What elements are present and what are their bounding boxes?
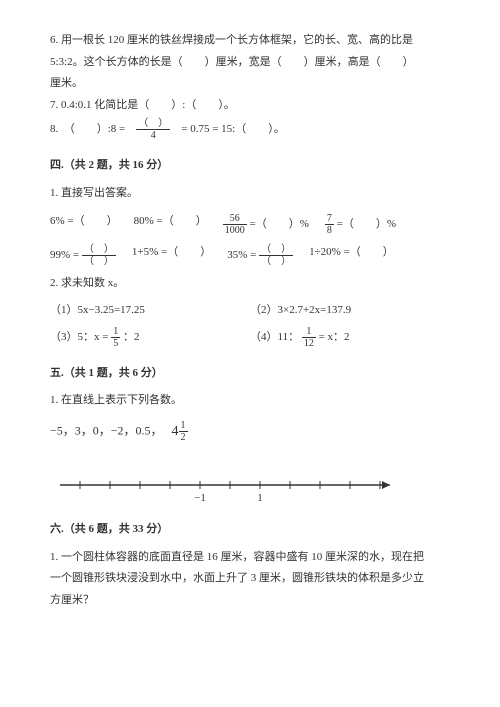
sec4-r2-a-den: （ ） bbox=[82, 256, 116, 267]
section-5-title: 五.（共 1 题，共 6 分） bbox=[50, 365, 450, 383]
sec4-eq3-den: 5 bbox=[111, 338, 120, 349]
q8-fraction: （ ） 4 bbox=[136, 118, 170, 141]
sec4-r1-c-frac: 56 1000 bbox=[223, 213, 247, 236]
sec4-eq3-num: 1 bbox=[111, 326, 120, 338]
q8-prefix: 8. （ ）:8 = bbox=[50, 123, 125, 135]
sec4-r2-c: 35% = （ ） （ ） bbox=[227, 244, 293, 267]
sec6-q1c: 方厘米？ bbox=[50, 592, 450, 610]
q6-line2: 5:3:2。这个长方体的长是（ ）厘米，宽是（ ）厘米，高是（ ） bbox=[50, 54, 450, 72]
sec4-r1-c-num: 56 bbox=[223, 213, 247, 225]
sec4-r1-d-den: 8 bbox=[325, 225, 334, 236]
sec4-r2-b: 1+5% =（ ） bbox=[132, 244, 211, 267]
sec4-eq3-frac: 1 5 bbox=[111, 326, 120, 349]
numline-label-neg1: −1 bbox=[194, 492, 206, 504]
sec4-row1: 6% =（ ） 80% =（ ） 56 1000 =（ ）% 7 8 =（ ）% bbox=[50, 213, 450, 236]
sec4-q2: 2. 求未知数 x。 bbox=[50, 275, 450, 293]
sec4-r1-d: 7 8 =（ ）% bbox=[325, 213, 396, 236]
sec4-r1-c: 56 1000 =（ ）% bbox=[223, 213, 309, 236]
sec5-mixed-frac: 1 2 bbox=[179, 420, 188, 443]
sec4-r2-c-pre: 35% = bbox=[227, 249, 256, 261]
sec6-q1b: 一个圆锥形铁块浸没到水中，水面上升了 3 厘米，圆锥形铁块的体积是多少立 bbox=[50, 570, 450, 588]
sec4-r2-c-den: （ ） bbox=[259, 256, 293, 267]
sec4-r2-a-num: （ ） bbox=[82, 244, 116, 256]
sec4-r2-a-frac: （ ） （ ） bbox=[82, 244, 116, 267]
sec5-mixed-whole: 4 bbox=[172, 424, 179, 439]
sec4-r2-a-pre: 99% = bbox=[50, 249, 79, 261]
sec4-r1-c-den: 1000 bbox=[223, 225, 247, 236]
sec5-mixed: 4 1 2 bbox=[172, 424, 188, 439]
numline-arrow bbox=[382, 481, 390, 489]
sec4-r1-d-tail: =（ ）% bbox=[337, 218, 396, 230]
sec4-eq3: （3）5：x = 1 5 ：2 bbox=[50, 326, 250, 349]
section-6-title: 六.（共 6 题，共 33 分） bbox=[50, 521, 450, 539]
sec4-r1-d-num: 7 bbox=[325, 213, 334, 225]
sec4-eq4-num: 1 bbox=[302, 326, 316, 338]
number-line-svg: −1 1 bbox=[50, 465, 410, 505]
sec4-r1-b: 80% =（ ） bbox=[134, 213, 207, 236]
sec5-values-pre: −5，3，0，−2，0.5， bbox=[50, 424, 163, 438]
number-line: −1 1 bbox=[50, 465, 450, 505]
sec4-eq2: （2）3×2.7+2x=137.9 bbox=[250, 302, 450, 320]
sec4-r2-c-frac: （ ） （ ） bbox=[259, 244, 293, 267]
sec5-mixed-den: 2 bbox=[179, 432, 188, 443]
q7-line: 7. 0.4:0.1 化简比是（ ）:（ ）。 bbox=[50, 97, 450, 115]
sec4-eq4: （4）11： 1 12 = x：2 bbox=[250, 326, 450, 349]
sec4-r2-a: 99% = （ ） （ ） bbox=[50, 244, 116, 267]
sec4-r1-d-frac: 7 8 bbox=[325, 213, 334, 236]
numline-label-1: 1 bbox=[257, 492, 263, 504]
sec4-eq1: （1）5x−3.25=17.25 bbox=[50, 302, 250, 320]
q8-frac-num: （ ） bbox=[136, 118, 170, 130]
sec5-mixed-num: 1 bbox=[179, 420, 188, 432]
q6-line3: 厘米。 bbox=[50, 75, 450, 93]
sec5-q1: 1. 在直线上表示下列各数。 bbox=[50, 392, 450, 410]
sec5-values: −5，3，0，−2，0.5， 4 1 2 bbox=[50, 420, 450, 443]
sec4-eq-row1: （1）5x−3.25=17.25 （2）3×2.7+2x=137.9 bbox=[50, 302, 450, 320]
sec4-eq-row2: （3）5：x = 1 5 ：2 （4）11： 1 12 = x：2 bbox=[50, 326, 450, 349]
q8-frac-den: 4 bbox=[136, 130, 170, 141]
sec4-eq3-tail: ：2 bbox=[123, 331, 140, 343]
sec4-eq3-pre: （3）5：x = bbox=[50, 331, 108, 343]
sec4-row2: 99% = （ ） （ ） 1+5% =（ ） 35% = （ ） （ ） 1÷… bbox=[50, 244, 450, 267]
sec4-r1-c-tail: =（ ）% bbox=[250, 218, 309, 230]
sec4-r1-a: 6% =（ ） bbox=[50, 213, 118, 236]
sec4-q1: 1. 直接写出答案。 bbox=[50, 185, 450, 203]
worksheet-page: 6. 用一根长 120 厘米的铁丝焊接成一个长方体框架，它的长、宽、高的比是 5… bbox=[0, 0, 500, 707]
sec4-r2-d: 1÷20% =（ ） bbox=[309, 244, 394, 267]
sec4-r2-c-num: （ ） bbox=[259, 244, 293, 256]
q6-line1: 6. 用一根长 120 厘米的铁丝焊接成一个长方体框架，它的长、宽、高的比是 bbox=[50, 32, 450, 50]
sec4-eq4-tail: = x：2 bbox=[319, 331, 350, 343]
q8-line: 8. （ ）:8 = （ ） 4 = 0.75 = 15:（ ）。 bbox=[50, 118, 450, 141]
q8-suffix: = 0.75 = 15:（ ）。 bbox=[181, 123, 284, 135]
sec4-eq4-frac: 1 12 bbox=[302, 326, 316, 349]
sec4-eq4-den: 12 bbox=[302, 338, 316, 349]
section-4-title: 四.（共 2 题，共 16 分） bbox=[50, 157, 450, 175]
sec6-q1a: 1. 一个圆柱体容器的底面直径是 16 厘米，容器中盛有 10 厘米深的水，现在… bbox=[50, 549, 450, 567]
sec4-eq4-pre: （4）11： bbox=[250, 331, 299, 343]
